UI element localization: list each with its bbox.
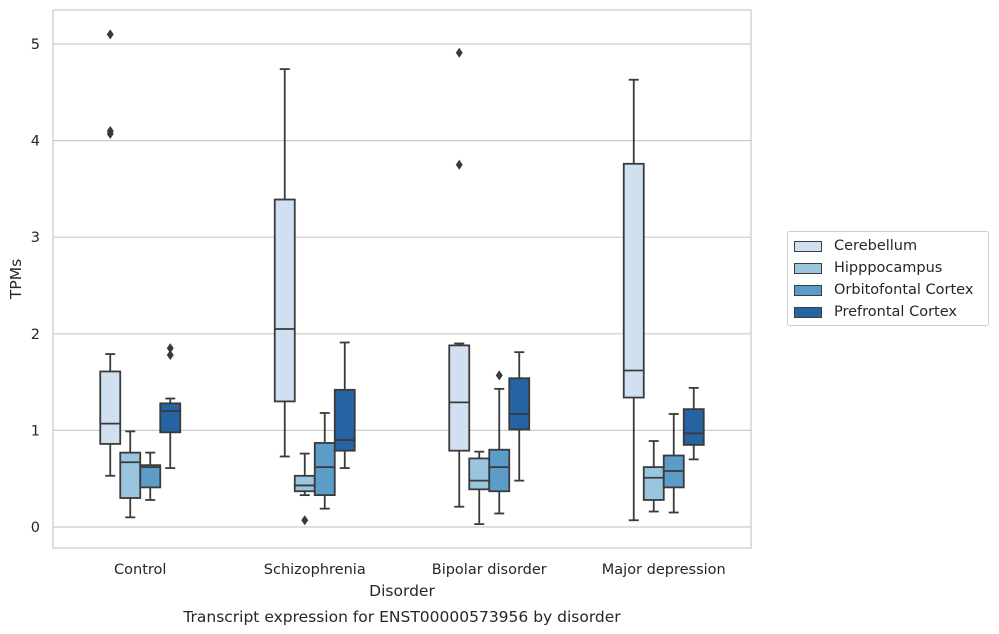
x-tick-label: Major depression xyxy=(602,562,726,578)
iqr-box xyxy=(488,448,511,493)
iqr-box xyxy=(508,377,531,431)
iqr-box xyxy=(159,402,182,434)
box-cerebellum xyxy=(273,68,296,458)
chart-caption: Transcript expression for ENST0000057395… xyxy=(182,608,621,626)
x-tick-labels: Control Schizophrenia Bipolar disorder Majo… xyxy=(114,562,726,578)
y-tick-label: 5 xyxy=(31,37,40,53)
box-hipppocampus xyxy=(642,440,665,513)
iqr-box xyxy=(642,466,665,501)
y-tick-label: 1 xyxy=(31,423,40,439)
legend-item-cerebellum: Cerebellum xyxy=(794,237,917,255)
outlier-point xyxy=(106,29,114,40)
legend-label: Cerebellum xyxy=(834,238,918,254)
box-hipppocampus xyxy=(293,452,316,526)
y-tick-label: 4 xyxy=(31,134,40,150)
iqr-box xyxy=(273,198,296,403)
x-axis-label: Disorder xyxy=(369,582,435,600)
outlier-point xyxy=(455,47,463,58)
box-cerebellum xyxy=(99,29,122,477)
box-orbitofontal-cortex xyxy=(662,413,685,514)
box-cerebellum xyxy=(622,78,645,522)
box-prefrontal-cortex xyxy=(159,343,182,469)
box-orbitofontal-cortex xyxy=(313,412,336,510)
legend-item-hippocampus: Hipppocampus xyxy=(794,259,942,277)
box-plots xyxy=(99,29,705,526)
iqr-box xyxy=(468,457,491,491)
iqr-box xyxy=(448,344,471,452)
x-tick-label: Schizophrenia xyxy=(264,562,366,578)
outlier-point xyxy=(106,125,114,136)
y-tick-label: 2 xyxy=(31,327,40,343)
y-axis-label: TPMs xyxy=(7,259,25,300)
iqr-box xyxy=(119,451,142,499)
y-tick-label: 0 xyxy=(31,520,40,536)
legend-swatch xyxy=(794,284,822,296)
legend-label: Hipppocampus xyxy=(834,260,943,276)
iqr-box xyxy=(293,474,316,493)
legend-item-orbitofrontal-cortex: Orbitofontal Cortex xyxy=(794,281,973,299)
legend-label: Prefrontal Cortex xyxy=(834,304,957,320)
legend-item-prefrontal-cortex: Prefrontal Cortex xyxy=(794,303,957,321)
iqr-box xyxy=(682,408,705,446)
box-prefrontal-cortex xyxy=(508,351,531,482)
iqr-box xyxy=(313,442,336,497)
iqr-box xyxy=(139,464,162,489)
outlier-point xyxy=(495,370,503,381)
y-tick-label: 3 xyxy=(31,230,40,246)
box-cerebellum xyxy=(448,47,471,508)
legend-swatch xyxy=(794,240,822,252)
outlier-point xyxy=(455,159,463,170)
box-orbitofontal-cortex xyxy=(488,370,511,515)
y-tick-labels: 0 1 2 3 4 5 xyxy=(31,37,40,536)
legend: Cerebellum Hipppocampus Orbitofontal Cor… xyxy=(787,231,989,326)
outlier-point xyxy=(301,515,309,526)
box-prefrontal-cortex xyxy=(333,341,356,469)
box-prefrontal-cortex xyxy=(682,386,705,461)
iqr-box xyxy=(622,162,645,399)
outlier-point xyxy=(166,350,174,361)
x-tick-label: Bipolar disorder xyxy=(432,562,547,578)
legend-swatch xyxy=(794,262,822,274)
x-tick-label: Control xyxy=(114,562,166,578)
iqr-box xyxy=(99,370,122,445)
outlier-point xyxy=(166,343,174,354)
iqr-box xyxy=(333,388,356,452)
legend-swatch xyxy=(794,306,822,318)
legend-label: Orbitofontal Cortex xyxy=(834,282,974,298)
box-orbitofontal-cortex xyxy=(139,451,162,501)
